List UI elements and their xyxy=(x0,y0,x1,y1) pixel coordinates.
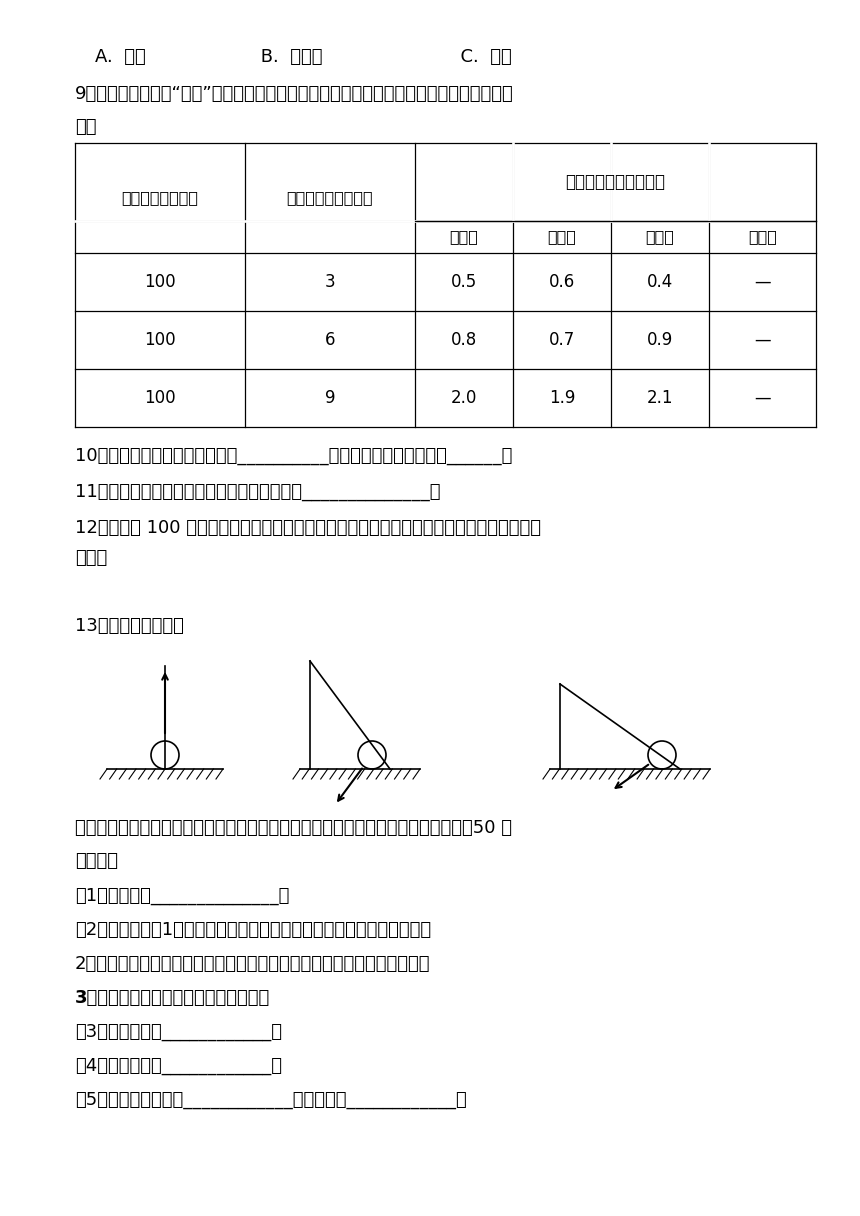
Text: 11．分析以上数据，该同学能得出怎样的结论______________。: 11．分析以上数据，该同学能得出怎样的结论______________。 xyxy=(75,483,440,501)
Text: 0.5: 0.5 xyxy=(451,274,477,291)
Text: 0.6: 0.6 xyxy=(549,274,575,291)
Text: 0.7: 0.7 xyxy=(549,331,575,349)
Text: 6: 6 xyxy=(325,331,335,349)
Text: 2.1: 2.1 xyxy=(647,389,673,407)
Text: 平均値: 平均値 xyxy=(748,230,777,244)
Text: 2.0: 2.0 xyxy=(451,389,477,407)
Text: （4）实验结论：____________。: （4）实验结论：____________。 xyxy=(75,1057,282,1075)
Text: 火箭发射的高度（米）: 火箭发射的高度（米） xyxy=(566,173,666,191)
Text: （1）我的猜想______________。: （1）我的猜想______________。 xyxy=(75,886,289,905)
Text: 第一次: 第一次 xyxy=(450,230,478,244)
Text: 100: 100 xyxy=(144,389,175,407)
Text: 第二次: 第二次 xyxy=(548,230,576,244)
Text: 3．重复几次，观察分析收集到的数据。: 3．重复几次，观察分析收集到的数据。 xyxy=(75,989,270,1007)
Text: 10．这组实验设计研究的问题是__________实验中需要改变的条件是______。: 10．这组实验设计研究的问题是__________实验中需要改变的条件是____… xyxy=(75,447,513,465)
Text: 9: 9 xyxy=(325,389,335,407)
Text: —: — xyxy=(754,331,771,349)
Text: 0.4: 0.4 xyxy=(647,274,673,291)
Text: 2．将重物沿不同坡度的斜面分别提升到相同的高度，记下测力计的读数。: 2．将重物沿不同坡度的斜面分别提升到相同的高度，记下测力计的读数。 xyxy=(75,955,431,973)
Text: 100: 100 xyxy=(144,331,175,349)
Text: 小苏打的量（毫升）: 小苏打的量（毫升） xyxy=(286,191,373,206)
Text: 12．假如在 100 毫升的白醉中加更多的小苏打，你觉得火箭发射的高度会无限的变化吗？为: 12．假如在 100 毫升的白醉中加更多的小苏打，你觉得火箭发射的高度会无限的变… xyxy=(75,519,541,537)
Text: （5）本实验中不变是____________。变化的是____________。: （5）本实验中不变是____________。变化的是____________。 xyxy=(75,1091,467,1109)
Text: —: — xyxy=(754,274,771,291)
Text: 1.9: 1.9 xyxy=(549,389,575,407)
Text: 9．该同学继续探究“火箭”发射高度与什么因素有关，下表是其中一组实验数据，请补充完: 9．该同学继续探究“火箭”发射高度与什么因素有关，下表是其中一组实验数据，请补充… xyxy=(75,85,513,103)
Text: （2）实验过程：1．将重物直接提升到一定的高度，记下测力计的读数。: （2）实验过程：1．将重物直接提升到一定的高度，记下测力计的读数。 xyxy=(75,921,431,939)
Text: 0.8: 0.8 xyxy=(451,331,477,349)
Text: 白醉的量（毫升）: 白醉的量（毫升） xyxy=(121,191,199,206)
Text: 100: 100 xyxy=(144,274,175,291)
Text: 13．斜面作用的研究: 13．斜面作用的研究 xyxy=(75,617,184,635)
Text: 3: 3 xyxy=(325,274,335,291)
Text: 的重物。: 的重物。 xyxy=(75,852,118,869)
Text: A.  重力                    B.  反冲力                        C.  弹力: A. 重力 B. 反冲力 C. 弹力 xyxy=(95,47,512,66)
Text: 探究器材：三块光滑程度一样、长短不同的木板；三个高度相同的支撑物；测力计，50 克: 探究器材：三块光滑程度一样、长短不同的木板；三个高度相同的支撑物；测力计，50 … xyxy=(75,820,512,837)
Text: 什么？: 什么？ xyxy=(75,548,108,567)
Text: —: — xyxy=(754,389,771,407)
Text: 整。: 整。 xyxy=(75,118,96,136)
Text: 0.9: 0.9 xyxy=(647,331,673,349)
Text: 第三次: 第三次 xyxy=(646,230,674,244)
Text: （3）实验现象：____________。: （3）实验现象：____________。 xyxy=(75,1023,282,1041)
